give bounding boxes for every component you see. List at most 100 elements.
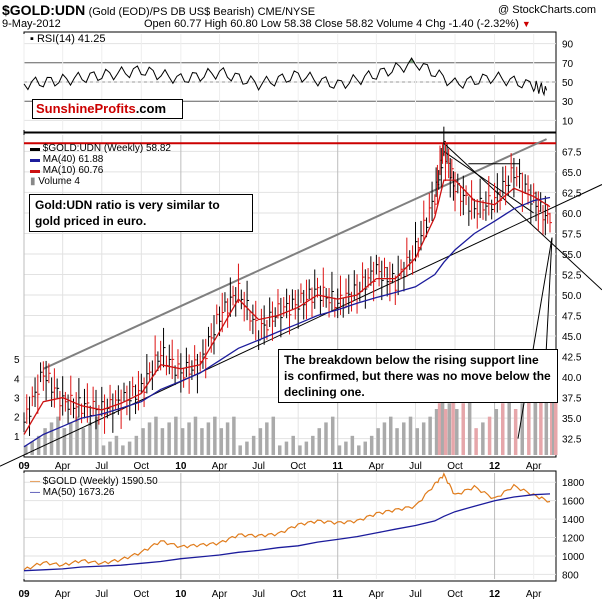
volume-bar xyxy=(437,403,442,455)
gold-price-line xyxy=(23,472,551,571)
rsi-tick-label: 10 xyxy=(562,116,574,127)
x-tick-label: Oct xyxy=(447,461,463,472)
volume-bar xyxy=(62,428,67,455)
symbol-label: $GOLD:UDN xyxy=(2,2,86,18)
volume-bar xyxy=(88,422,92,455)
volume-bar xyxy=(206,422,211,455)
volume-bar xyxy=(225,422,230,455)
volume-bar xyxy=(382,422,387,455)
series-legend-icon: ▬ xyxy=(30,143,40,154)
volume-bar xyxy=(108,441,112,455)
ma10-legend-text: MA(10) 60.76 xyxy=(43,165,104,176)
volume-tick-label: 1 xyxy=(14,432,20,443)
volume-bar xyxy=(101,445,106,455)
volume-bar xyxy=(487,416,492,455)
volume-bar xyxy=(213,416,217,455)
gold-x-tick-label: Apr xyxy=(55,589,71,600)
x-tick-label: 12 xyxy=(489,461,501,472)
main-tick-label: 35.0 xyxy=(562,414,582,425)
main-legend-ma10: ▬ MA(10) 60.76 xyxy=(30,165,104,176)
series-legend-text: $GOLD:UDN (Weekly) 58.82 xyxy=(43,143,172,154)
volume-bar xyxy=(507,397,511,455)
volume-bar xyxy=(160,428,165,455)
rsi-tick-label: 30 xyxy=(562,97,574,108)
rsi-tick-label: 70 xyxy=(562,59,574,70)
volume-bar xyxy=(200,428,204,455)
volume-bar xyxy=(187,422,191,455)
ohlc-line: Open 60.77 High 60.80 Low 58.38 Close 58… xyxy=(144,18,531,30)
x-tick-label: 11 xyxy=(332,461,343,472)
volume-bar xyxy=(114,435,119,455)
watermark-label: @ StockCharts.com xyxy=(498,4,596,16)
logo-part-2: Profits xyxy=(94,101,136,116)
gold-ma-legend: — MA(50) 1673.26 xyxy=(30,487,115,498)
gold-x-tick-label: 10 xyxy=(175,589,187,600)
volume-bar xyxy=(24,445,28,455)
volume-bar xyxy=(552,384,556,455)
volume-bar xyxy=(550,389,554,455)
volume-bar xyxy=(344,441,348,455)
annotation-left: Gold:UDN ratio is very similar to gold p… xyxy=(29,194,253,232)
volume-bar xyxy=(533,389,538,455)
volume-bar xyxy=(520,403,524,455)
volume-bar xyxy=(245,441,249,455)
main-tick-label: 62.5 xyxy=(562,188,582,199)
volume-bar xyxy=(402,422,406,455)
volume-bar xyxy=(428,416,432,455)
volume-bars xyxy=(24,378,558,455)
gold-legend-text: $GOLD (Weekly) 1590.50 xyxy=(43,476,158,487)
volume-bar xyxy=(75,416,79,455)
main-tick-label: 65.0 xyxy=(562,168,582,179)
axis-labels: 103050709032.535.037.540.042.545.047.550… xyxy=(14,40,585,600)
x-tick-label: Apr xyxy=(369,461,385,472)
volume-bar xyxy=(461,403,465,455)
gold-grid xyxy=(23,473,556,579)
annotation-right: The breakdown below the rising support l… xyxy=(278,349,558,403)
x-tick-label: Apr xyxy=(55,461,71,472)
gold-x-tick-label: 11 xyxy=(332,589,343,600)
gold-legend: — $GOLD (Weekly) 1590.50 xyxy=(30,476,158,487)
volume-bar xyxy=(36,435,41,455)
ma10-legend-icon: ▬ xyxy=(30,165,40,176)
callout-pointer xyxy=(517,237,553,439)
logo-part-1: Sunshine xyxy=(36,101,95,116)
volume-bar xyxy=(167,422,171,455)
sunshine-profits-logo: SunshineProfits.com xyxy=(32,99,183,119)
main-legend-series: ▬ $GOLD:UDN (Weekly) 58.82 xyxy=(30,143,171,154)
volume-bar xyxy=(141,428,145,455)
gold-ma-legend-text: MA(50) 1673.26 xyxy=(43,487,115,498)
main-tick-label: 37.5 xyxy=(562,394,582,405)
volume-bar xyxy=(134,435,139,455)
rsi-line xyxy=(23,57,548,97)
volume-tick-label: 3 xyxy=(14,394,20,405)
volume-bar xyxy=(513,409,518,455)
date-label: 9-May-2012 xyxy=(2,18,61,30)
main-tick-label: 52.5 xyxy=(562,270,582,281)
gold-x-tick-label: Jul xyxy=(252,589,265,600)
volume-bar xyxy=(330,416,335,455)
volume-bar xyxy=(56,416,60,455)
gold-ma-legend-icon: — xyxy=(30,487,40,498)
volume-bar xyxy=(467,397,472,455)
logo-part-3: .com xyxy=(135,101,167,116)
main-tick-label: 47.5 xyxy=(562,312,582,323)
volume-bar xyxy=(154,416,158,455)
rsi-legend-icon: ▪ xyxy=(30,33,34,45)
rsi-tick-label: 50 xyxy=(562,78,574,89)
gold-x-tick-label: Oct xyxy=(290,589,306,600)
volume-bar xyxy=(451,397,455,455)
gold-tick-label: 1800 xyxy=(562,478,585,489)
volume-bar xyxy=(337,445,342,455)
volume-bar xyxy=(147,422,152,455)
volume-bar xyxy=(421,422,426,455)
main-tick-label: 50.0 xyxy=(562,291,582,302)
volume-bar xyxy=(265,422,269,455)
volume-bar xyxy=(357,445,361,455)
volume-bar xyxy=(474,428,478,455)
volume-bar xyxy=(30,441,34,455)
chart-title-line: $GOLD:UDN (Gold (EOD)/PS DB US$ Bearish)… xyxy=(2,2,315,18)
rsi-tick-label: 90 xyxy=(562,40,574,51)
gold-tick-label: 1400 xyxy=(562,515,585,526)
rsi-legend-text: RSI(14) 41.25 xyxy=(37,33,105,45)
